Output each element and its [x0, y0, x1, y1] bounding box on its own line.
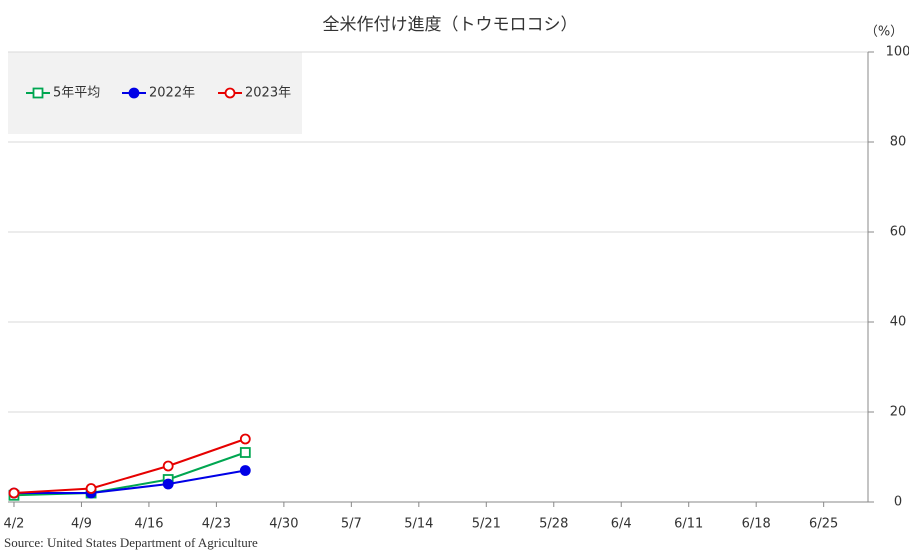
- x-tick-label: 5/21: [472, 517, 501, 532]
- marker: [162, 478, 174, 490]
- y-tick-label: 40: [890, 315, 907, 330]
- y-tick-label: 0: [894, 495, 902, 510]
- legend-box: [8, 52, 302, 134]
- marker: [162, 460, 174, 472]
- legend-label: 2023年: [245, 86, 291, 101]
- series-line: [13, 451, 246, 497]
- marker: [239, 447, 251, 458]
- marker: [85, 483, 97, 494]
- marker: [239, 465, 251, 476]
- x-tick-label: 4/16: [134, 517, 163, 532]
- y-unit: （%）: [865, 25, 903, 40]
- x-tick-label: 5/28: [539, 517, 568, 532]
- x-tick-label: 5/7: [341, 517, 362, 532]
- x-tick-label: 6/4: [611, 517, 632, 532]
- y-tick-label: 20: [890, 405, 907, 420]
- chart-title: 全米作付け進度（トウモロコシ）: [323, 15, 578, 35]
- source: Source: United States Department of Agri…: [4, 535, 258, 550]
- x-tick-label: 6/18: [742, 517, 771, 532]
- legend-marker: [128, 87, 140, 99]
- legend-marker: [224, 87, 236, 99]
- x-tick-label: 4/23: [202, 517, 231, 532]
- y-tick-label: 80: [890, 135, 907, 150]
- series-line: [13, 469, 246, 494]
- marker: [8, 487, 20, 499]
- y-tick-label: 100: [886, 45, 909, 60]
- series-line: [13, 438, 246, 494]
- legend-label: 5年平均: [53, 86, 100, 101]
- marker: [239, 433, 251, 445]
- y-tick-label: 60: [890, 225, 907, 240]
- x-tick-label: 4/30: [269, 517, 298, 532]
- x-tick-label: 4/2: [4, 517, 25, 532]
- legend-label: 2022年: [149, 86, 195, 101]
- x-tick-label: 6/25: [809, 517, 838, 532]
- x-tick-label: 6/11: [674, 517, 703, 532]
- x-tick-label: 4/9: [71, 517, 92, 532]
- legend-marker: [32, 87, 44, 99]
- x-tick-label: 5/14: [404, 517, 433, 532]
